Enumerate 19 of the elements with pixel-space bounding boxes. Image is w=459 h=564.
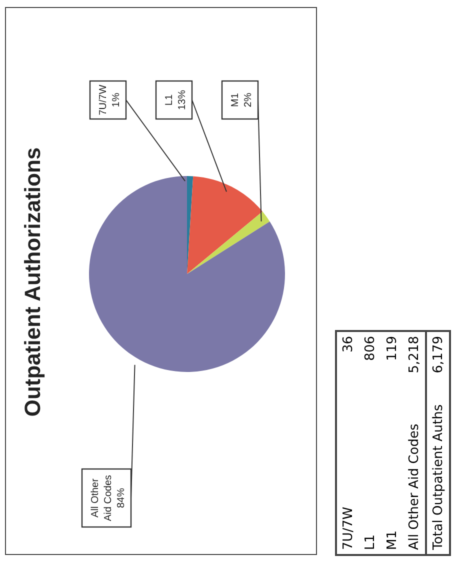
slice-label: L1 <box>164 94 175 106</box>
data-label: 13% <box>177 90 188 110</box>
category-label: M1 <box>384 530 400 550</box>
text: 119 <box>384 335 400 363</box>
data-label: 2% <box>243 92 254 108</box>
slice-label: 7U/7W <box>98 84 109 116</box>
text: Outpatient Authorizations <box>20 146 46 419</box>
category-label: L1 <box>362 534 378 550</box>
category-label: All Other Aid Codes <box>406 424 422 550</box>
slice-label: M1 <box>230 92 241 107</box>
category-label: 7U/7W <box>340 506 356 550</box>
text: 806 <box>362 335 378 363</box>
slice-label: All Other Aid Codes <box>90 474 114 522</box>
data-label: 84% <box>116 488 127 508</box>
text: Total Outpatient Auths <box>430 403 446 552</box>
data-label: 1% <box>111 92 122 108</box>
text: 36 <box>340 335 356 355</box>
text: 5,218 <box>406 335 422 376</box>
text: 6,179 <box>430 336 446 374</box>
